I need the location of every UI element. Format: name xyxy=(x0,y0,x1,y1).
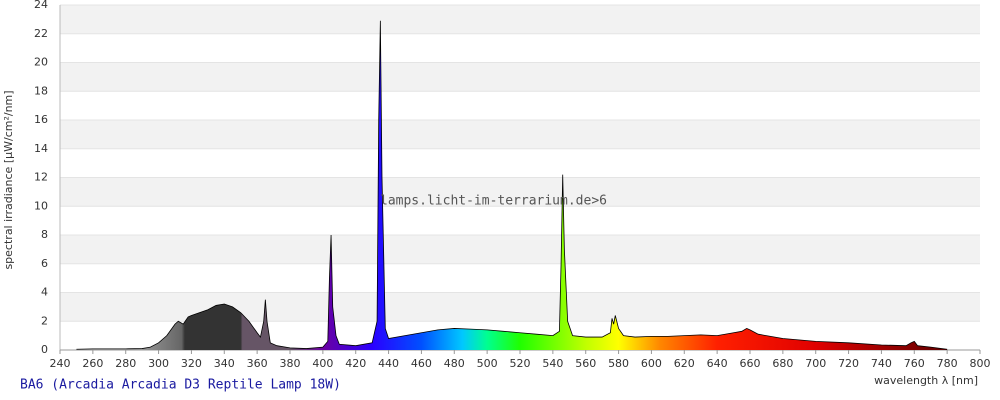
x-tick-label: 260 xyxy=(82,357,103,370)
x-tick-label: 420 xyxy=(345,357,366,370)
x-tick-label: 320 xyxy=(181,357,202,370)
x-tick-label: 440 xyxy=(378,357,399,370)
x-tick-label: 800 xyxy=(970,357,991,370)
y-tick-label: 10 xyxy=(34,199,48,212)
y-tick-label: 4 xyxy=(41,286,48,299)
x-tick-label: 300 xyxy=(148,357,169,370)
x-tick-label: 560 xyxy=(575,357,596,370)
x-tick-label: 400 xyxy=(312,357,333,370)
x-tick-label: 660 xyxy=(740,357,761,370)
y-tick-label: 2 xyxy=(41,314,48,327)
y-tick-label: 12 xyxy=(34,171,48,184)
y-tick-label: 22 xyxy=(34,27,48,40)
chart-title: BA6 (Arcadia Arcadia D3 Reptile Lamp 18W… xyxy=(20,378,341,393)
watermark: lamps.licht-im-terrarium.de>6 xyxy=(380,194,607,209)
grid-band xyxy=(60,62,980,92)
x-tick-label: 740 xyxy=(871,357,892,370)
x-tick-label: 620 xyxy=(674,357,695,370)
y-axis-label: spectral irradiance [µW/cm²/nm] xyxy=(2,90,15,269)
x-axis-label: wavelength λ [nm] xyxy=(874,374,978,387)
x-tick-label: 340 xyxy=(214,357,235,370)
y-tick-label: 18 xyxy=(34,84,48,97)
grid-band xyxy=(60,177,980,207)
x-tick-label: 460 xyxy=(411,357,432,370)
x-tick-label: 360 xyxy=(247,357,268,370)
x-tick-label: 520 xyxy=(510,357,531,370)
x-tick-label: 780 xyxy=(937,357,958,370)
y-tick-label: 6 xyxy=(41,257,48,270)
y-tick-label: 8 xyxy=(41,228,48,241)
x-tick-label: 640 xyxy=(707,357,728,370)
x-tick-label: 720 xyxy=(838,357,859,370)
grid-band xyxy=(60,235,980,264)
y-tick-label: 16 xyxy=(34,113,48,126)
x-tick-label: 540 xyxy=(542,357,563,370)
x-tick-label: 480 xyxy=(444,357,465,370)
y-tick-label: 24 xyxy=(34,0,48,11)
x-tick-label: 680 xyxy=(772,357,793,370)
x-tick-label: 500 xyxy=(477,357,498,370)
y-tick-label: 0 xyxy=(41,343,48,356)
y-tick-label: 14 xyxy=(34,142,48,155)
grid-band xyxy=(60,120,980,149)
x-tick-label: 600 xyxy=(641,357,662,370)
spectrum-line xyxy=(76,20,948,350)
x-tick-label: 240 xyxy=(50,357,71,370)
x-tick-label: 280 xyxy=(115,357,136,370)
grid-band xyxy=(60,5,980,34)
x-tick-label: 380 xyxy=(280,357,301,370)
y-tick-label: 20 xyxy=(34,56,48,69)
x-tick-label: 700 xyxy=(805,357,826,370)
x-tick-label: 760 xyxy=(904,357,925,370)
x-tick-label: 580 xyxy=(608,357,629,370)
